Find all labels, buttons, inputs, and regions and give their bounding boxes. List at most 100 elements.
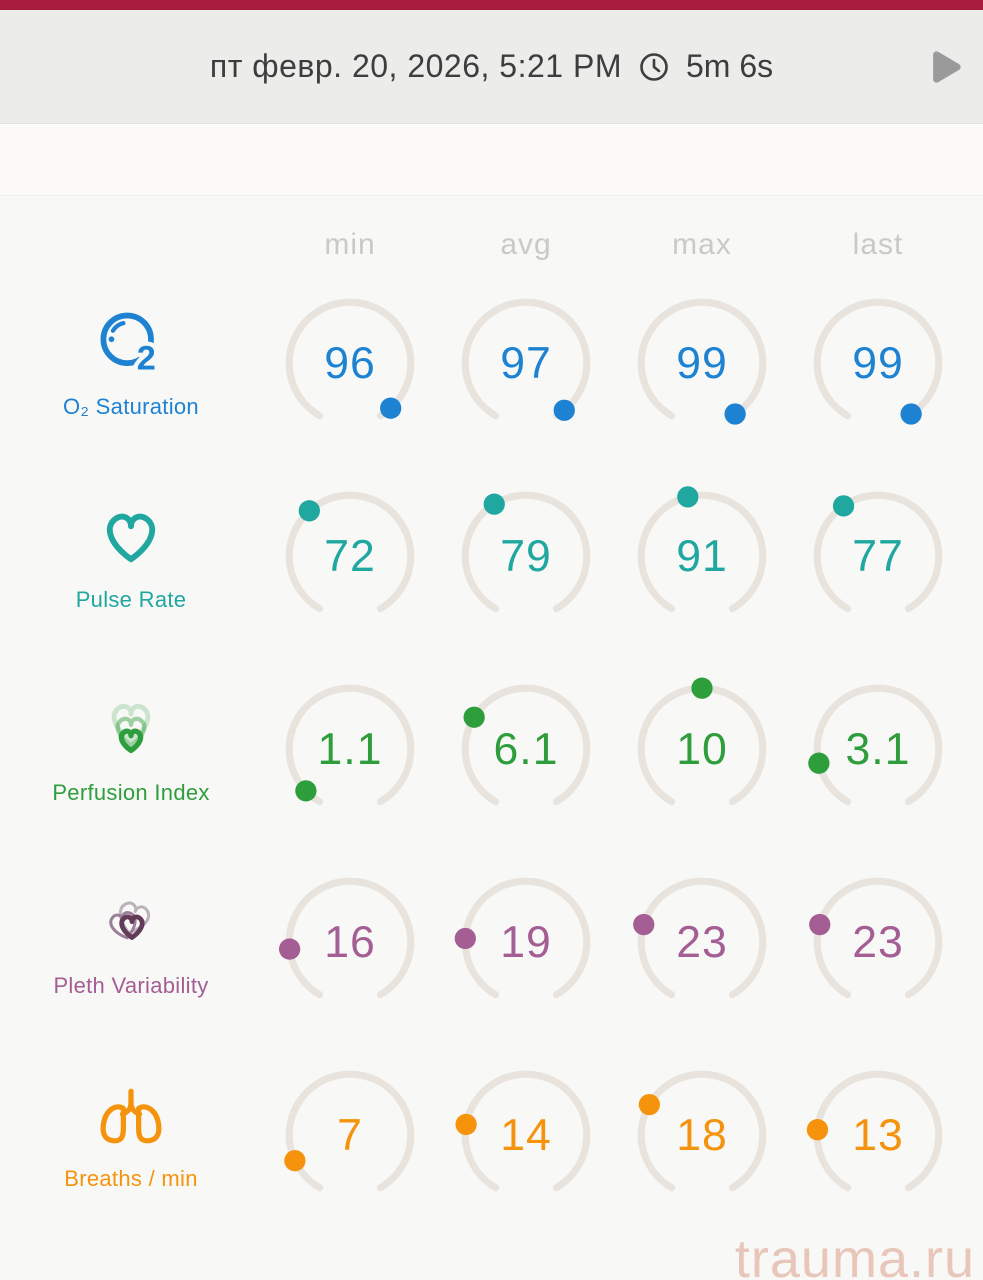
column-header-last: last bbox=[852, 228, 904, 261]
gauge-dot bbox=[380, 397, 402, 419]
gauge-cell-o-saturation-avg: 97 bbox=[438, 287, 614, 439]
gauge-cell-breaths-min-max: 18 bbox=[614, 1059, 790, 1211]
gauge-avg: 19 bbox=[454, 877, 591, 998]
gauge-min: 7 bbox=[284, 1070, 415, 1191]
gauge-cell-o-saturation-min: 96 bbox=[262, 287, 438, 439]
gauge-dot bbox=[483, 493, 505, 515]
vital-row-pleth-variability: Pleth Variability 16 19 23 bbox=[0, 845, 983, 1038]
gauge-last: 77 bbox=[813, 491, 943, 612]
vital-row-o-saturation: 2 O₂ Saturation 96 97 bbox=[0, 266, 983, 459]
gauge-cell-pulse-rate-min: 72 bbox=[262, 480, 438, 632]
gauge-dot bbox=[553, 399, 575, 421]
row-label: Perfusion Index bbox=[52, 780, 210, 805]
gauge-last: 3.1 bbox=[808, 684, 943, 805]
gauge-max: 99 bbox=[637, 298, 767, 425]
layered-hearts-icon bbox=[91, 691, 171, 776]
gauge-track bbox=[637, 877, 767, 998]
gauge-cell-pleth-variability-min: 16 bbox=[262, 866, 438, 1018]
gauge-last: 23 bbox=[809, 877, 943, 998]
gauge-value: 19 bbox=[500, 918, 552, 967]
gauge-dot bbox=[806, 1118, 829, 1140]
gauge-track bbox=[813, 1070, 943, 1191]
status-bar bbox=[0, 0, 983, 10]
svg-text:2: 2 bbox=[137, 340, 156, 378]
gauge-track bbox=[461, 684, 591, 805]
vital-row-perfusion-index: Perfusion Index 1.1 6.1 10 bbox=[0, 652, 983, 845]
gauge-track bbox=[813, 298, 943, 419]
row-header-breaths-min: Breaths / min bbox=[0, 1077, 262, 1192]
column-header-min: min bbox=[324, 228, 376, 261]
gauge-min: 72 bbox=[285, 491, 415, 612]
gauge-value: 79 bbox=[500, 532, 552, 581]
gauge-value: 14 bbox=[500, 1111, 552, 1160]
gauge-track bbox=[285, 1070, 415, 1191]
gauge-dot bbox=[454, 927, 476, 949]
row-header-perfusion-index: Perfusion Index bbox=[0, 691, 262, 806]
gauge-track bbox=[813, 877, 943, 998]
session-header: пт февр. 20, 2026, 5:21 PM 5m 6s bbox=[0, 10, 983, 124]
gauge-track bbox=[461, 877, 591, 998]
gauge-track bbox=[285, 684, 415, 805]
gauge-value: 91 bbox=[676, 532, 728, 581]
gauge-dot bbox=[455, 1113, 477, 1135]
gauge-track bbox=[637, 491, 767, 612]
row-header-pulse-rate: Pulse Rate bbox=[0, 498, 262, 613]
gauge-cell-perfusion-index-avg: 6.1 bbox=[438, 673, 614, 825]
gauge-dot bbox=[278, 937, 301, 960]
section-spacer bbox=[0, 124, 983, 196]
gauge-dot bbox=[298, 499, 320, 521]
gauge-avg: 97 bbox=[461, 298, 591, 421]
gauge-dot bbox=[633, 913, 655, 935]
gauge-track bbox=[461, 298, 591, 419]
gauge-dot bbox=[809, 913, 831, 935]
gauge-value: 23 bbox=[852, 918, 904, 967]
clock-icon bbox=[638, 51, 670, 83]
row-label: Pulse Rate bbox=[75, 587, 187, 612]
gauge-max: 91 bbox=[637, 485, 767, 612]
gauge-track bbox=[461, 1070, 591, 1191]
gauge-cell-breaths-min-last: 13 bbox=[790, 1059, 966, 1211]
session-date: пт февр. 20, 2026, 5:21 PM bbox=[209, 48, 622, 84]
gauge-value: 10 bbox=[676, 725, 728, 774]
play-button[interactable] bbox=[923, 45, 967, 89]
gauge-dot bbox=[691, 677, 713, 699]
column-header-max: max bbox=[672, 228, 732, 261]
gauge-min: 96 bbox=[285, 298, 415, 419]
row-header-o-saturation: 2 O₂ Saturation bbox=[0, 305, 262, 420]
gauge-track bbox=[285, 298, 415, 419]
gauge-avg: 6.1 bbox=[461, 684, 591, 805]
gauge-dot bbox=[900, 402, 922, 425]
gauge-max: 10 bbox=[637, 677, 767, 805]
gauge-dot bbox=[808, 752, 830, 774]
gauge-avg: 79 bbox=[461, 491, 591, 612]
gauge-value: 16 bbox=[324, 918, 376, 967]
gauge-cell-o-saturation-last: 99 bbox=[790, 287, 966, 439]
linked-hearts-icon bbox=[91, 884, 171, 969]
gauge-track bbox=[813, 491, 943, 612]
gauge-max: 23 bbox=[633, 877, 767, 998]
gauge-dot bbox=[284, 1149, 306, 1171]
gauge-dot bbox=[463, 706, 485, 728]
heart-icon bbox=[91, 498, 171, 583]
gauge-value: 1.1 bbox=[317, 725, 382, 774]
session-duration: 5m 6s bbox=[685, 48, 774, 84]
gauge-cell-pulse-rate-avg: 79 bbox=[438, 480, 614, 632]
gauge-cell-breaths-min-avg: 14 bbox=[438, 1059, 614, 1211]
row-label: O₂ Saturation bbox=[63, 394, 199, 419]
gauge-dot bbox=[295, 779, 317, 801]
gauge-cell-perfusion-index-min: 1.1 bbox=[262, 673, 438, 825]
gauge-track bbox=[285, 491, 415, 612]
gauge-min: 16 bbox=[278, 877, 415, 998]
vital-row-pulse-rate: Pulse Rate 72 79 91 bbox=[0, 459, 983, 652]
row-label: Breaths / min bbox=[64, 1166, 198, 1191]
gauge-value: 6.1 bbox=[493, 725, 558, 774]
gauge-cell-pulse-rate-last: 77 bbox=[790, 480, 966, 632]
column-header-avg: avg bbox=[500, 228, 552, 261]
gauge-dot bbox=[638, 1093, 660, 1115]
gauge-dot bbox=[724, 402, 746, 425]
column-header-row: min avg max last bbox=[0, 196, 983, 266]
gauge-cell-pleth-variability-avg: 19 bbox=[438, 866, 614, 1018]
gauge-value: 13 bbox=[852, 1111, 904, 1160]
gauge-last: 99 bbox=[813, 298, 943, 425]
